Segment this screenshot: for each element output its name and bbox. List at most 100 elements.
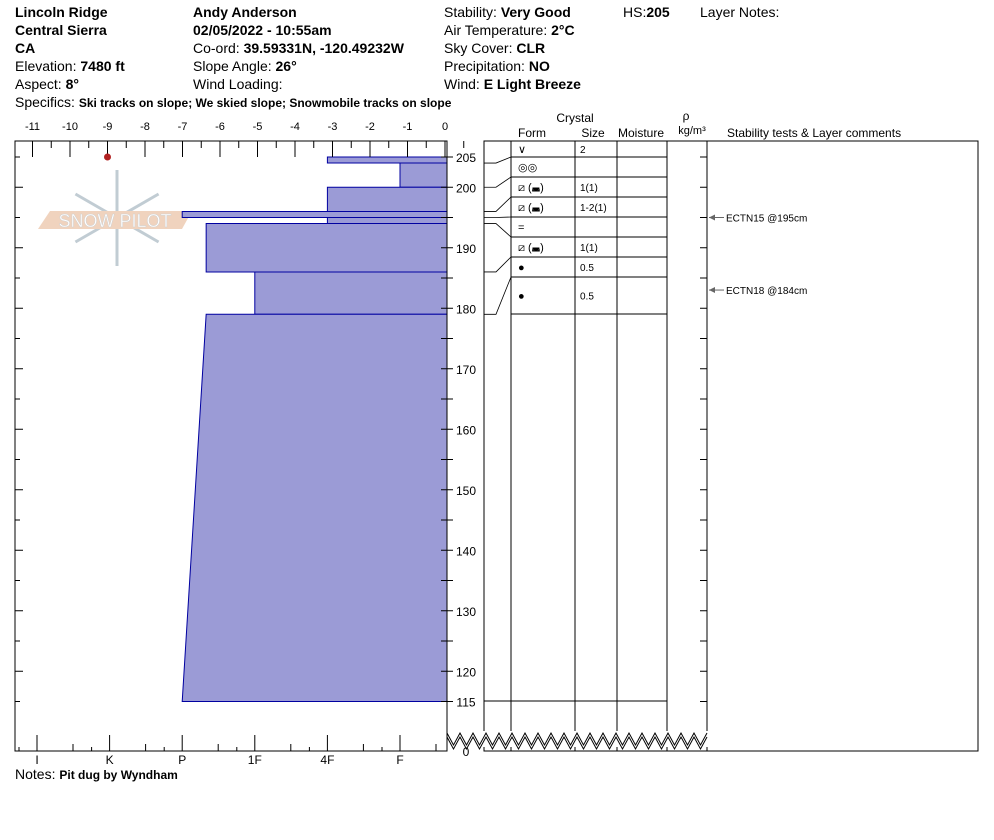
temp-tick-label: -3	[328, 121, 338, 133]
precip-label: Precipitation:	[444, 58, 525, 74]
hardness-tick-label: K	[106, 753, 114, 767]
temp-tick-label: -2	[365, 121, 375, 133]
wind-loading-label: Wind Loading:	[193, 76, 283, 92]
hardness-tick-label: F	[396, 753, 403, 767]
layer-connector	[484, 223, 512, 238]
aspect: 8°	[65, 76, 79, 92]
crystal-form: ◎◎	[518, 162, 537, 174]
coord: 39.59331N, -120.49232W	[243, 40, 404, 56]
specifics-label: Specifics:	[15, 94, 75, 110]
crystal-size: 1(1)	[580, 183, 598, 194]
temp-tick-label: -11	[25, 121, 40, 133]
svg-text:SNOW PILOT: SNOW PILOT	[58, 211, 171, 231]
depth-tick-label: 0	[463, 745, 470, 759]
crystal-size: 1-2(1)	[580, 203, 607, 214]
crystal-form: =	[518, 222, 524, 234]
comments-header: Stability tests & Layer comments	[727, 126, 901, 140]
depth-tick-label: 120	[456, 665, 476, 679]
precip: NO	[528, 58, 550, 74]
depth-tick-label: 140	[456, 544, 476, 558]
crystal-form: ●	[518, 262, 525, 274]
hardness-layer-7	[181, 313, 448, 702]
axis-break-zigzag	[446, 735, 708, 751]
coord-label: Co-ord:	[193, 40, 240, 56]
temp-tick-label: -6	[215, 121, 225, 133]
layer-notes-label: Layer Notes:	[700, 4, 780, 20]
crystal-size: 1(1)	[580, 243, 598, 254]
stability-arrow-head	[709, 287, 715, 294]
elevation-label: Elevation:	[15, 58, 77, 74]
wind: E Light Breeze	[483, 76, 581, 92]
layer-connector	[484, 176, 512, 188]
location: Lincoln Ridge	[15, 4, 108, 20]
hardness-tick-label: I	[35, 753, 38, 767]
depth-tick-label: 115	[456, 696, 475, 710]
layer-connector	[484, 256, 512, 273]
depth-tick-label: 160	[456, 423, 476, 437]
temperature-point	[104, 153, 111, 161]
crystal-form: ∨	[518, 144, 526, 156]
layer-connector	[484, 196, 512, 212]
stability-test-label: ECTN18 @184cm	[726, 286, 807, 297]
axis-break-zigzag	[446, 731, 708, 747]
crystal-size: 0.5	[580, 292, 594, 303]
observer: Andy Anderson	[193, 4, 297, 20]
temp-tick-label: -10	[62, 121, 78, 133]
crystal-form: ⧄ (◛)	[518, 242, 544, 254]
temp-tick-label: -4	[290, 121, 300, 133]
temp-tick-label: -9	[103, 121, 113, 133]
crystal-size: 0.5	[580, 263, 594, 274]
hs-label: HS:	[623, 4, 647, 20]
aspect-label: Aspect:	[15, 76, 62, 92]
temp-tick-label: -8	[140, 121, 150, 133]
notes-label: Notes:	[15, 766, 56, 782]
depth-tick-label: 190	[456, 242, 476, 256]
hs: 205	[646, 4, 670, 20]
stability-label: Stability:	[444, 4, 497, 20]
hardness-tick-label: P	[178, 753, 186, 767]
specifics: Ski tracks on slope; We skied slope; Sno…	[78, 96, 452, 110]
elevation: 7480 ft	[80, 58, 125, 74]
stability-arrow-head	[709, 214, 715, 221]
temp-tick-label: -7	[178, 121, 188, 133]
slope-label: Slope Angle:	[193, 58, 272, 74]
layer-table-frame	[483, 140, 979, 752]
hardness-tick-label: 1F	[248, 753, 262, 767]
wind-label: Wind:	[444, 76, 480, 92]
range: Central Sierra	[15, 22, 107, 38]
crystal-size: 2	[580, 145, 586, 156]
crystal-form: ●	[518, 291, 525, 303]
rho-header: ρ	[683, 109, 690, 123]
crystal-form: ⧄ (◛)	[518, 202, 544, 214]
size-header: Size	[581, 126, 605, 140]
notes: Pit dug by Wyndham	[59, 768, 178, 782]
datetime: 02/05/2022 - 10:55am	[193, 22, 332, 38]
depth-tick-label: 200	[456, 181, 476, 195]
air-temp: 2°C	[551, 22, 575, 38]
depth-tick-label: 130	[456, 605, 476, 619]
hardness-layer-2	[326, 186, 448, 212]
moisture-header: Moisture	[618, 126, 664, 140]
depth-tick-label: 150	[456, 484, 476, 498]
hardness-tick-label: 4F	[320, 753, 334, 767]
hardness-layer-1	[399, 162, 448, 188]
hardness-layer-5	[205, 223, 448, 273]
sky: CLR	[516, 40, 546, 56]
snow-pilot-logo: SNOW PILOT	[38, 170, 192, 266]
crystal-form: ⧄ (◛)	[518, 182, 544, 194]
depth-tick-label: 170	[456, 363, 476, 377]
slope: 26°	[275, 58, 297, 74]
depth-tick-label: 180	[456, 302, 476, 316]
layer-connector	[484, 156, 512, 164]
profile-frame	[14, 140, 448, 752]
crystal-header: Crystal	[556, 111, 593, 125]
stability: Very Good	[500, 4, 571, 20]
hardness-layer-0	[326, 156, 448, 164]
sky-label: Sky Cover:	[444, 40, 513, 56]
hardness-layer-4	[326, 217, 448, 225]
temp-tick-label: -5	[253, 121, 263, 133]
hardness-layer-6	[254, 271, 448, 315]
depth-tick-label: 205	[456, 151, 476, 165]
temp-tick-label: 0	[442, 121, 448, 133]
